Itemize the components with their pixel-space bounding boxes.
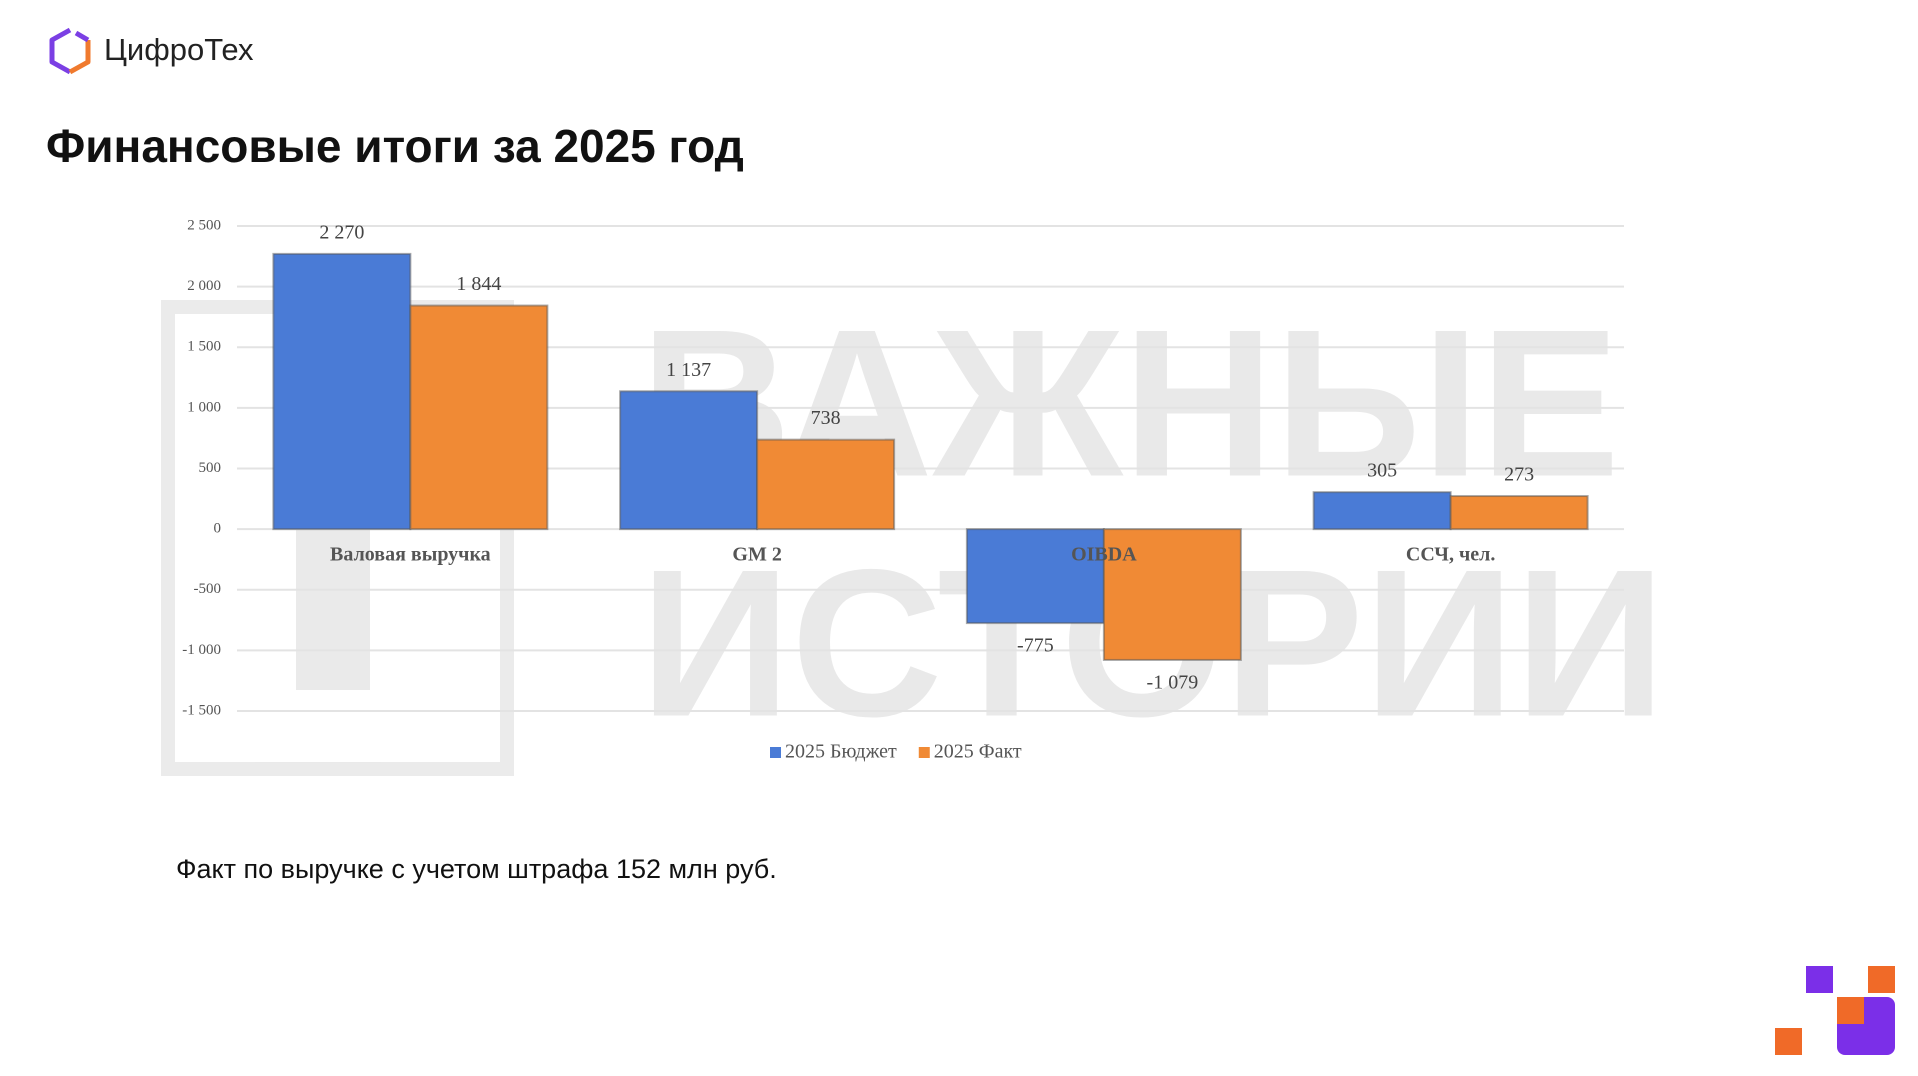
value-label: 305 (1367, 460, 1397, 482)
y-tick-label: 1 000 (187, 399, 221, 415)
logo-text: ЦифроТех (104, 32, 254, 67)
slide-title: Финансовые итоги за 2025 год (46, 120, 744, 172)
x-tick-label: GM 2 (732, 544, 781, 566)
legend-swatch (918, 747, 930, 758)
bar (1102, 528, 1242, 661)
bar (272, 252, 412, 531)
y-tick-label: -1 500 (182, 702, 221, 718)
y-tick-label: 1 500 (187, 339, 221, 355)
x-tick-label: Валовая выручка (330, 544, 491, 566)
bar (409, 304, 549, 531)
chart: -1 500 -1 000 -500 0 500 1 000 1 500 2 000 2 500… (182, 217, 1624, 763)
value-label: 273 (1504, 464, 1534, 486)
bar (1312, 491, 1452, 531)
legend-swatch (770, 747, 781, 758)
value-label: 1 844 (456, 273, 501, 295)
corner-decoration (1775, 966, 1895, 1055)
bar (1449, 495, 1589, 531)
x-tick-label: ССЧ, чел. (1406, 544, 1495, 566)
legend-label: 2025 Бюджет (785, 741, 897, 763)
bar (756, 438, 896, 531)
logo-icon (49, 27, 91, 75)
value-label: 1 137 (666, 359, 711, 381)
value-label: 738 (811, 407, 841, 429)
y-tick-label: 0 (214, 521, 222, 537)
y-tick-label: 2 000 (187, 278, 221, 294)
y-tick-label: -500 (194, 581, 222, 597)
value-label: -1 079 (1147, 672, 1199, 694)
legend-label: 2025 Факт (934, 741, 1022, 763)
value-label: 2 270 (319, 221, 364, 243)
note: Факт по выручке с учетом штрафа 152 млн … (176, 854, 777, 884)
x-tick-label: OIBDA (1071, 544, 1137, 566)
value-label: -775 (1017, 635, 1054, 657)
bar (965, 528, 1105, 625)
bar (619, 390, 759, 531)
y-tick-label: -1 000 (182, 642, 221, 658)
y-tick-label: 500 (199, 460, 222, 476)
y-tick-label: 2 500 (187, 217, 221, 233)
